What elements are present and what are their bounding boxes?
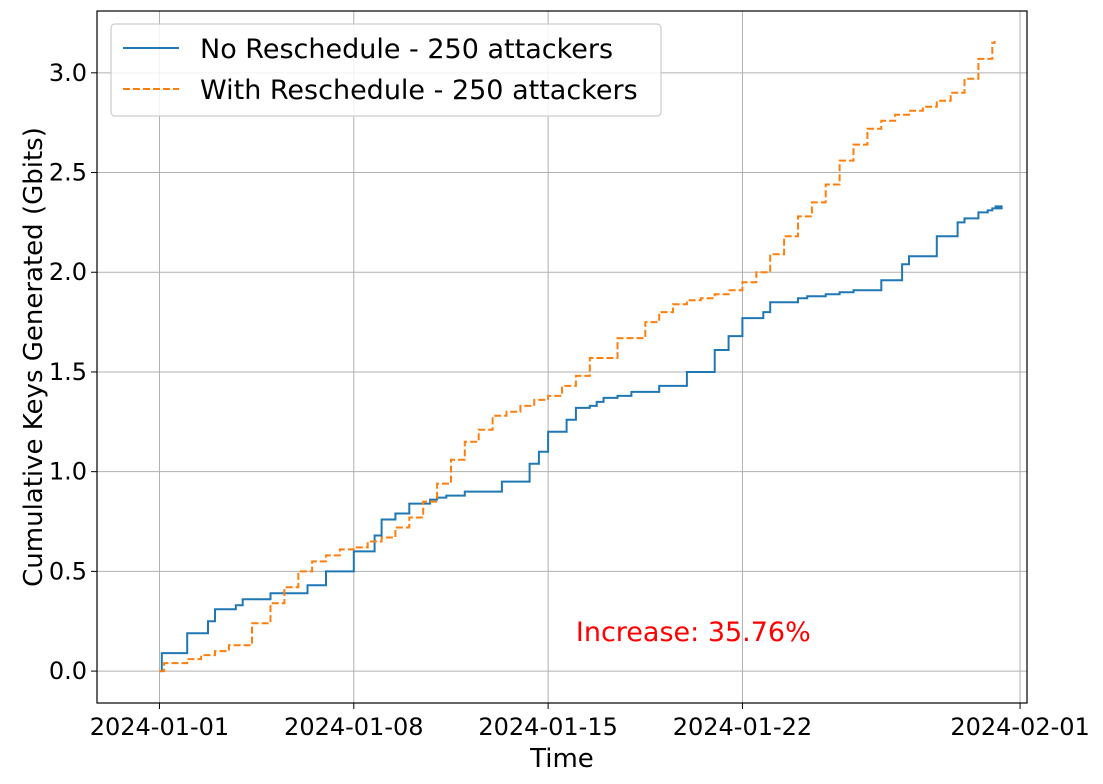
plot-frame (96, 10, 1028, 704)
y-tick-label: 2.0 (49, 258, 87, 286)
legend-label-no-reschedule: No Reschedule - 250 attackers (200, 34, 613, 65)
x-axis-label: Time (529, 744, 594, 774)
series-line-0 (159, 205, 1003, 673)
legend-label-with-reschedule: With Reschedule - 250 attackers (200, 75, 638, 106)
x-tick-label: 2024-01-15 (478, 713, 617, 741)
x-tick-label: 2024-01-01 (90, 713, 229, 741)
x-tick-label: 2024-01-22 (673, 713, 812, 741)
y-tick-label: 3.0 (49, 59, 87, 87)
increase-annotation: Increase: 35.76% (576, 617, 811, 648)
y-tick-label: 1.0 (49, 458, 87, 486)
x-tick-label: 2024-02-01 (950, 713, 1089, 741)
y-tick-label: 0.0 (49, 657, 87, 685)
series-line-1 (159, 40, 996, 673)
axis-ticks: 2024-01-01 2024-01-08 2024-01-15 2024-01-22… (49, 59, 1090, 741)
legend-box (110, 23, 662, 117)
legend: No Reschedule - 250 attackers With Resch… (110, 23, 662, 117)
y-axis-label: Cumulative Keys Generated (Gbits) (19, 127, 49, 587)
y-tick-label: 0.5 (49, 557, 87, 585)
y-tick-label: 2.5 (49, 159, 87, 187)
x-tick-label: 2024-01-08 (284, 713, 423, 741)
y-tick-label: 1.5 (49, 358, 87, 386)
series-layer (159, 40, 1003, 673)
